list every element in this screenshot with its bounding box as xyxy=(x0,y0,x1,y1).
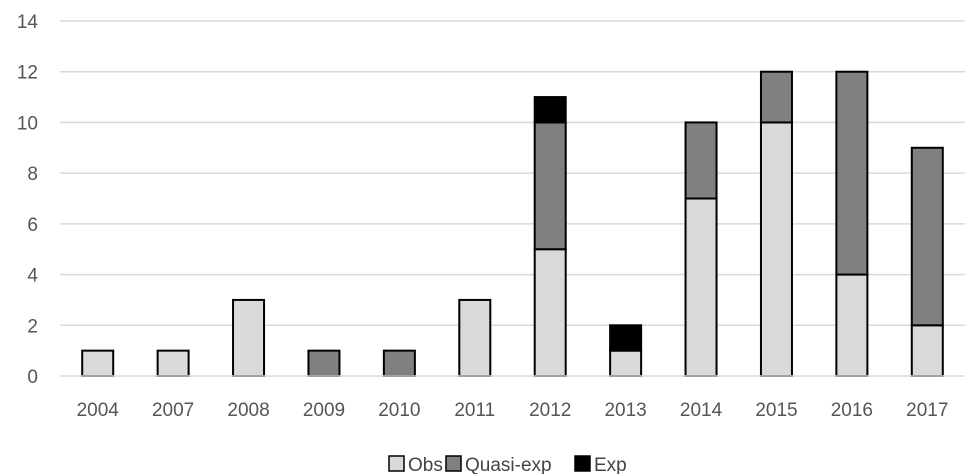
x-tick-label: 2009 xyxy=(303,400,345,421)
bar-segment-quasi-exp-2016 xyxy=(835,70,869,276)
y-tick-label: 10 xyxy=(17,113,38,134)
bar-segment-obs-2015 xyxy=(759,121,793,377)
y-tick-label: 4 xyxy=(27,266,38,287)
legend-swatch-quasi-exp xyxy=(445,455,462,472)
legend-label-exp: Exp xyxy=(594,455,627,474)
x-tick-label: 2015 xyxy=(755,400,797,421)
x-tick-label: 2008 xyxy=(227,400,269,421)
x-tick-label: 2007 xyxy=(152,400,194,421)
bar-segment-quasi-exp-2015 xyxy=(759,70,793,124)
bar-segment-obs-2007 xyxy=(156,349,190,377)
bar-segment-obs-2012 xyxy=(533,248,567,377)
x-tick-label: 2014 xyxy=(680,400,723,421)
y-tick-label: 14 xyxy=(17,12,39,33)
y-tick-label: 0 xyxy=(27,367,38,388)
x-tick-label: 2004 xyxy=(77,400,120,421)
y-tick-label: 8 xyxy=(27,164,38,185)
bar-segment-exp-2012 xyxy=(533,96,567,124)
bar-segment-obs-2016 xyxy=(835,273,869,378)
bar-segment-quasi-exp-2012 xyxy=(533,121,567,251)
bar-segment-obs-2013 xyxy=(609,349,643,377)
x-tick-label: 2013 xyxy=(604,400,646,421)
x-tick-label: 2012 xyxy=(529,400,571,421)
bar-segment-exp-2013 xyxy=(609,324,643,352)
y-tick-label: 2 xyxy=(27,316,38,337)
bar-segment-obs-2004 xyxy=(81,349,115,377)
legend: Obs Quasi-exp Exp xyxy=(388,455,627,474)
gridlines xyxy=(60,20,965,327)
x-tick-label: 2011 xyxy=(454,400,495,421)
x-tick-label: 2010 xyxy=(378,400,420,421)
y-tick-label: 12 xyxy=(17,63,38,84)
bar-segment-obs-2014 xyxy=(684,197,718,377)
x-tick-label: 2016 xyxy=(831,400,873,421)
legend-swatch-obs xyxy=(388,455,405,472)
bar-segment-quasi-exp-2010 xyxy=(382,349,416,377)
legend-swatch-exp xyxy=(574,455,591,472)
bars xyxy=(81,70,944,378)
y-tick-label: 6 xyxy=(27,215,38,236)
bar-segment-obs-2011 xyxy=(458,298,492,377)
bar-segment-quasi-exp-2009 xyxy=(307,349,341,377)
bar-segment-quasi-exp-2017 xyxy=(910,146,944,327)
bar-segment-obs-2008 xyxy=(232,298,266,377)
legend-label-obs: Obs xyxy=(408,455,443,474)
y-axis-tick-labels: 0 2 4 6 8 10 12 14 xyxy=(17,12,39,388)
x-tick-label: 2017 xyxy=(906,400,948,421)
x-axis-tick-labels: 2004 2007 2008 2009 2010 2011 2012 2013 2014 2015… xyxy=(77,400,949,421)
bar-segment-obs-2017 xyxy=(910,324,944,377)
bar-segment-quasi-exp-2014 xyxy=(684,121,718,200)
legend-label-quasi-exp: Quasi-exp xyxy=(465,455,552,474)
